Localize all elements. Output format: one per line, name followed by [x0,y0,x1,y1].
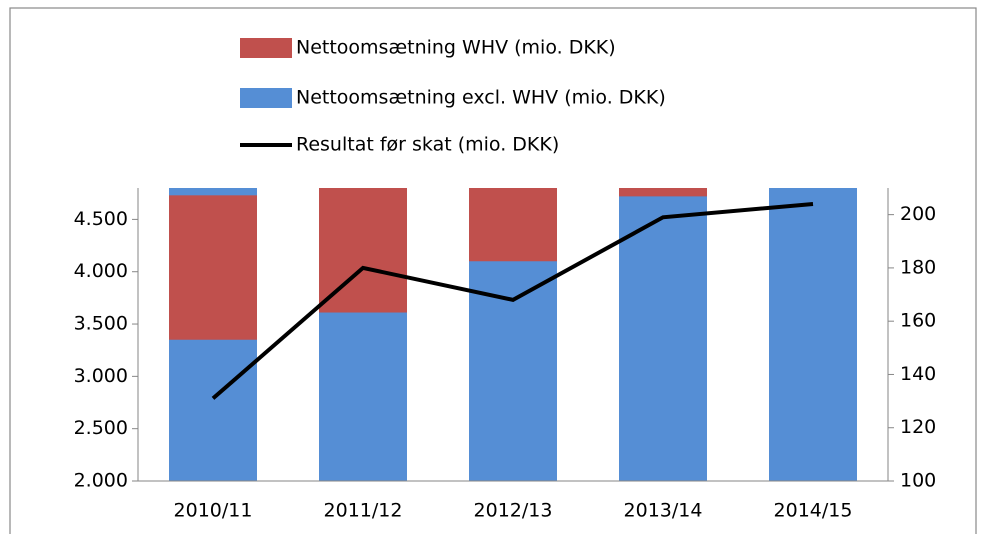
y2-tick-label: 200 [900,203,936,225]
y-tick-label: 2.000 [74,470,128,492]
legend-label: Resultat før skat (mio. DKK) [296,134,559,156]
y-tick-label: 3.000 [74,365,128,387]
chart-border [9,7,977,538]
legend-label: Nettoomsætning excl. WHV (mio. DKK) [296,87,666,109]
x-tick-label: 2010/11 [174,500,253,522]
x-tick-label: 2011/12 [324,500,403,522]
y2-tick-label: 120 [900,416,936,438]
bar [619,188,707,197]
bar [769,188,857,481]
x-tick-label: 2012/13 [474,500,553,522]
bar [169,195,257,340]
line [211,201,814,400]
bar [619,188,707,481]
x-tick-label: 2014/15 [774,500,853,522]
legend-swatch [240,88,292,108]
y2-tick-label: 140 [900,363,936,385]
legend-swatch [240,38,292,58]
bar [469,188,557,262]
bar [319,188,407,313]
bars [169,188,857,481]
y-tick-label: 4.000 [74,260,128,282]
y-tick-label: 2.500 [74,417,128,439]
y2-tick-label: 100 [900,470,936,492]
y-tick-label: 3.500 [74,313,128,335]
y-tick-label: 4.500 [74,208,128,230]
bar [469,188,557,481]
y2-tick-label: 180 [900,256,936,278]
y2-tick-label: 160 [900,310,936,332]
legend-label: Nettoomsætning WHV (mio. DKK) [296,37,616,59]
x-tick-label: 2013/14 [624,500,703,522]
